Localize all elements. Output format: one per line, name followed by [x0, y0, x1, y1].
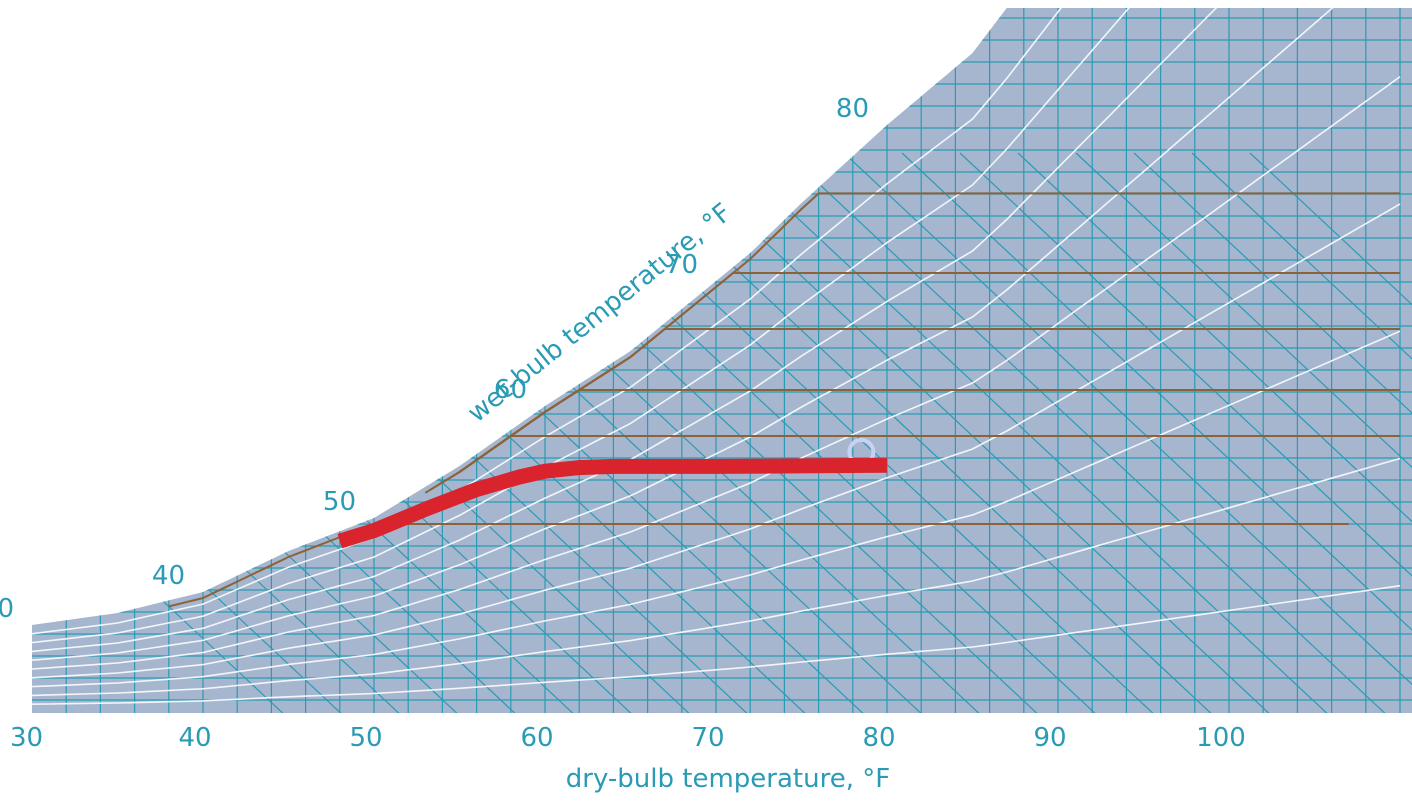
wet-bulb-tick-labels: 30 40 50 60 70 80: [0, 94, 869, 624]
grid-enthalpy-line: [32, 152, 305, 713]
grid-enthalpy-line: [727, 152, 1349, 713]
x-axis-title: dry-bulb temperature, °F: [566, 764, 890, 794]
wet-bulb-tick-label: 30: [0, 594, 14, 624]
dew-point-line: [544, 192, 1400, 413]
x-tick-label: 70: [691, 723, 724, 753]
grid-enthalpy-line: [901, 152, 1412, 713]
grid-enthalpy-line: [1075, 152, 1412, 713]
wet-bulb-tick-label: 50: [323, 487, 356, 517]
relative-humidity-line: [32, 8, 1401, 644]
grid-enthalpy-line: [1133, 152, 1412, 713]
wet-bulb-tick-label: 80: [836, 94, 869, 124]
grid-enthalpy-line: [1249, 152, 1412, 713]
process-path: [337, 457, 888, 549]
relative-humidity-line: [32, 76, 1401, 670]
x-tick-label: 80: [862, 723, 895, 753]
wet-bulb-tick-label: 60: [494, 375, 527, 405]
grid-enthalpy-line: [669, 152, 1291, 713]
x-tick-labels: 30 40 50 60 70 80 90 100: [10, 723, 1246, 753]
x-tick-label: 60: [520, 723, 553, 753]
relative-humidity-line: [32, 330, 1401, 688]
dew-point-lines: [168, 192, 1400, 608]
wet-bulb-tick-label: 70: [665, 250, 698, 280]
relative-humidity-line: [32, 8, 1401, 661]
x-tick-label: 50: [349, 723, 382, 753]
process-path-layer: [337, 438, 888, 549]
x-tick-label: 100: [1196, 723, 1246, 753]
relative-humidity-line: [32, 203, 1401, 679]
x-tick-label: 30: [10, 723, 43, 753]
wet-bulb-tick-label: 40: [152, 561, 185, 591]
grid-enthalpy-line: [785, 152, 1407, 713]
grid-enthalpy-line: [1191, 152, 1412, 713]
x-tick-label: 90: [1033, 723, 1066, 753]
grid-enthalpy-line: [959, 152, 1412, 713]
relative-humidity-line: [32, 8, 1401, 635]
chart-area: [32, 8, 1412, 713]
grid-enthalpy-line: [843, 152, 1412, 713]
relative-humidity-line: [32, 584, 1401, 705]
grid-enthalpy-line: [1017, 152, 1412, 713]
relative-humidity-line: [32, 8, 1401, 653]
x-tick-label: 40: [178, 723, 211, 753]
